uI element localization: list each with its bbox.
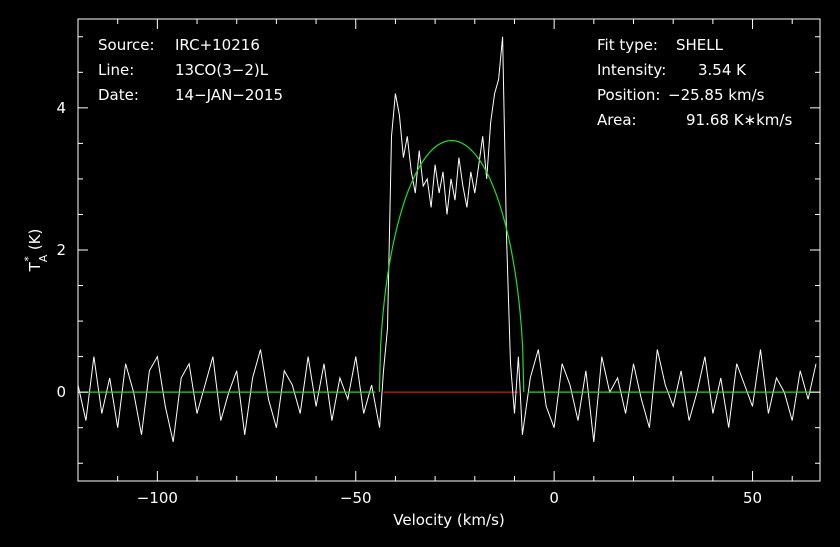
y-axis-label: TA* (K) xyxy=(22,229,50,273)
x-axis-label: Velocity (km/s) xyxy=(393,511,504,529)
info-right-key-0: Fit type: xyxy=(597,36,658,54)
info-right-key-3: Area: xyxy=(597,111,637,129)
y-axis-label-main: T xyxy=(26,261,44,272)
svg-text:TA*(K): TA* (K) xyxy=(22,229,50,273)
x-tick-label: 50 xyxy=(743,489,762,507)
info-right-value-0: SHELL xyxy=(676,36,724,54)
info-left-value-0: IRC+10216 xyxy=(175,36,260,54)
y-tick-label: 0 xyxy=(56,383,66,401)
info-left-value-2: 14−JAN−2015 xyxy=(175,86,283,104)
info-right-value-3: 91.68 K∗km/s xyxy=(686,111,792,129)
x-tick-label: −50 xyxy=(340,489,372,507)
y-axis-label-unit: (K) xyxy=(26,229,44,251)
info-left-key-1: Line: xyxy=(98,61,134,79)
y-axis-label-sub: A xyxy=(37,254,50,262)
y-tick-label: 4 xyxy=(56,99,66,117)
info-right-value-2: −25.85 km/s xyxy=(668,86,765,104)
info-left-key-2: Date: xyxy=(98,86,139,104)
spectrum-series-0 xyxy=(77,36,817,443)
x-tick-label: −100 xyxy=(137,489,178,507)
shell-fit-curve xyxy=(378,139,525,393)
y-axis-label-sup: * xyxy=(22,256,35,262)
info-right-key-1: Intensity: xyxy=(597,61,666,79)
info-left-key-0: Source: xyxy=(98,36,155,54)
info-right-key-2: Position: xyxy=(597,86,660,104)
y-tick-label: 2 xyxy=(56,241,66,259)
info-right-value-1: 3.54 K xyxy=(698,61,747,79)
x-tick-label: 0 xyxy=(549,489,559,507)
info-left-value-1: 13CO(3−2)L xyxy=(175,61,269,79)
